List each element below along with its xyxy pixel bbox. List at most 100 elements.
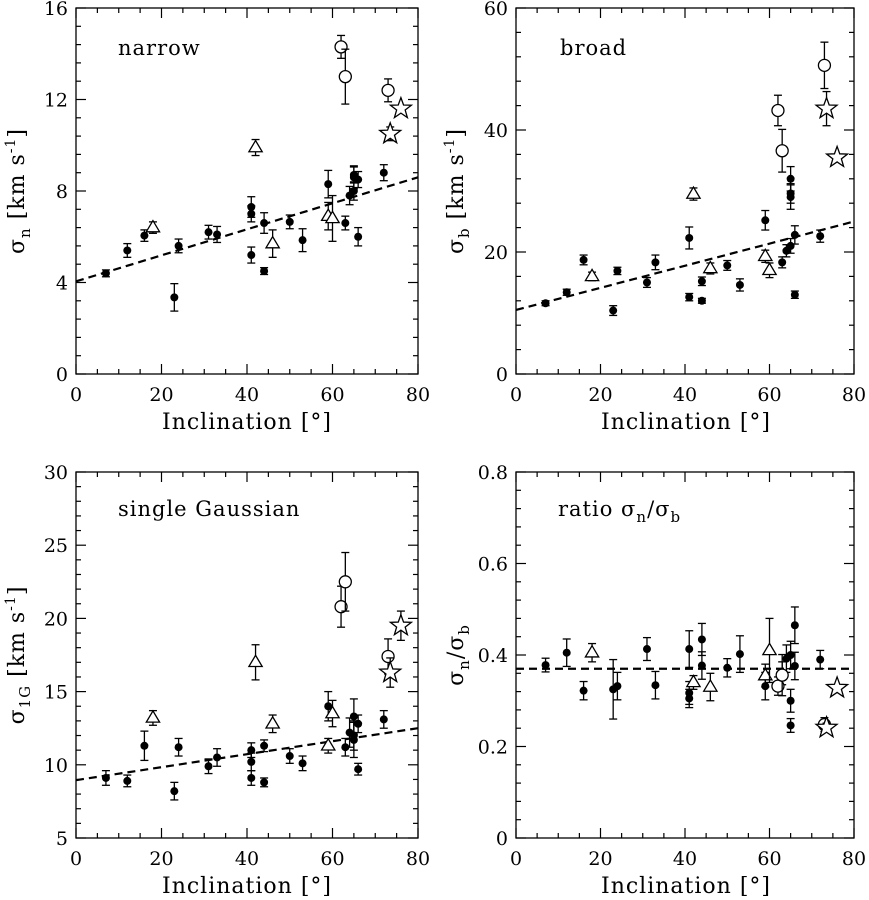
y-tick-label: 30 <box>44 462 68 484</box>
data-point-circle-open <box>334 34 348 59</box>
data-point-circle-filled <box>613 266 622 276</box>
x-tick-label: 40 <box>673 384 697 406</box>
data-point-circle-filled <box>697 651 706 680</box>
marker-filled-circle <box>379 715 388 724</box>
marker-filled-circle <box>790 230 799 239</box>
marker-filled-circle <box>247 757 256 766</box>
marker-filled-circle <box>285 217 294 226</box>
panel-ratio: ratio σn/σb Inclination [°] σn/σb 0 20 40 6… <box>444 462 866 899</box>
y-tick-label: 4 <box>56 273 68 295</box>
data-point-circle-filled <box>723 259 732 271</box>
data-point-triangle-open <box>145 219 161 234</box>
data-point-circle-filled <box>213 225 222 244</box>
marker-filled-circle <box>685 645 694 654</box>
data-point-circle-open <box>775 128 789 173</box>
data-point-circle-filled <box>735 278 744 292</box>
marker-open-triangle <box>320 737 337 751</box>
marker-filled-circle <box>790 621 799 630</box>
data-point-circle-filled <box>685 292 694 302</box>
marker-filled-circle <box>579 255 588 264</box>
data-point-circle-filled <box>140 730 149 762</box>
marker-open-circle <box>381 649 395 664</box>
marker-filled-circle <box>642 645 651 654</box>
marker-open-star <box>388 95 414 120</box>
data-point-circle-filled <box>341 215 350 231</box>
data-point-circle-filled <box>651 254 660 271</box>
data-point-triangle-open <box>702 672 719 702</box>
data-point-circle-open <box>771 94 785 127</box>
marker-filled-circle <box>735 650 744 659</box>
panel-single-gaussian: single Gaussian Inclination [°] σ1G [km … <box>3 462 430 899</box>
x-tick-label: 20 <box>149 384 173 406</box>
panel-narrow: narrow Inclination [°] σn [km s-1] 0 20 40… <box>3 0 430 435</box>
axes: 0 20 40 60 80 0 4 8 12 16 <box>44 0 430 406</box>
marker-open-triangle <box>685 185 702 199</box>
marker-open-circle <box>338 575 352 589</box>
x-tick-label: 80 <box>406 848 430 870</box>
y-tick-label: 0 <box>496 364 508 386</box>
data-point-triangle-open <box>247 644 264 681</box>
data-point-circle-filled <box>579 680 588 701</box>
data-point-star-open <box>814 714 839 739</box>
data-point-circle-filled <box>260 777 269 788</box>
y-tick-label: 16 <box>44 0 68 20</box>
marker-filled-circle <box>349 731 358 740</box>
marker-filled-circle <box>140 741 149 750</box>
x-tick-label: 0 <box>510 848 522 870</box>
marker-filled-circle <box>685 293 694 302</box>
data-point-triangle-open <box>145 709 161 726</box>
data-point-circle-filled <box>354 226 363 247</box>
marker-filled-circle <box>101 773 110 782</box>
data-point-circle-filled <box>123 774 132 788</box>
marker-filled-circle <box>354 719 363 728</box>
data-point-circle-filled <box>761 209 770 231</box>
data-point-circle-filled <box>562 638 571 668</box>
marker-open-circle <box>334 40 348 54</box>
data-point-circle-filled <box>786 717 795 733</box>
marker-open-triangle <box>324 705 341 719</box>
marker-open-triangle <box>264 715 281 729</box>
marker-filled-circle <box>123 246 132 255</box>
marker-filled-circle <box>651 681 660 690</box>
marker-filled-circle <box>341 219 350 228</box>
marker-open-star <box>377 659 403 684</box>
y-tick-label: 0.2 <box>478 737 508 759</box>
data-point-circle-filled <box>723 658 732 678</box>
marker-filled-circle <box>101 269 110 278</box>
data-point-circle-filled <box>697 622 706 657</box>
data-point-circle-filled <box>170 282 179 312</box>
y-axis-label: σ1G [km s-1] <box>3 586 34 725</box>
marker-filled-circle <box>786 651 795 659</box>
fit-line <box>75 176 419 283</box>
y-axis-label: σn [km s-1] <box>3 128 34 254</box>
marker-filled-circle <box>651 258 660 267</box>
marker-filled-circle <box>609 306 618 315</box>
x-axis-label: Inclination [°] <box>162 410 332 435</box>
marker-filled-circle <box>697 277 706 286</box>
marker-filled-circle <box>123 776 132 785</box>
marker-filled-circle <box>298 759 307 768</box>
data-point-circle-filled <box>379 164 388 182</box>
data-point-circle-filled <box>324 169 333 199</box>
axes: 0 20 40 60 80 0 0.2 0.4 0.6 0.8 <box>478 462 866 870</box>
data-point-triangle-open <box>264 229 281 258</box>
marker-filled-circle <box>349 712 358 721</box>
data-point-circle-filled <box>213 748 222 767</box>
y-tick-label: 60 <box>484 0 508 20</box>
marker-filled-circle <box>613 266 622 275</box>
marker-filled-circle <box>697 661 706 670</box>
marker-filled-circle <box>285 752 294 761</box>
data-point-star-open <box>824 675 850 699</box>
marker-filled-circle <box>324 702 333 711</box>
data-point-circle-filled <box>735 635 744 674</box>
x-tick-label: 60 <box>320 848 344 870</box>
marker-filled-circle <box>562 648 571 657</box>
data-point-circle-filled <box>541 657 550 673</box>
data-point-triangle-open <box>761 617 778 684</box>
y-tick-label: 8 <box>56 181 68 203</box>
marker-filled-circle <box>786 721 795 730</box>
marker-filled-circle <box>247 773 256 782</box>
data-marks <box>75 551 419 801</box>
marker-filled-circle <box>541 661 550 670</box>
x-tick-label: 0 <box>70 384 82 406</box>
